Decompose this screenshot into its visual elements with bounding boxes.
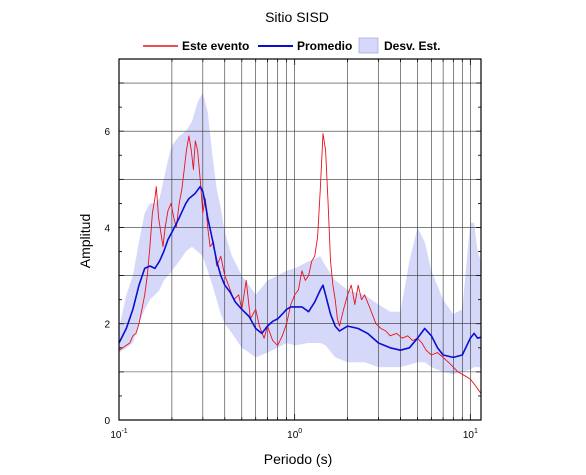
legend-label-promedio: Promedio	[297, 39, 352, 53]
y-axis: 0 2 4 6	[104, 82, 481, 427]
x-axis-label: Periodo (s)	[264, 451, 332, 467]
x-tick-label: 100	[287, 428, 302, 441]
legend: Este evento Promedio Desv. Est.	[143, 37, 440, 54]
x-tick-label: 101	[463, 428, 478, 441]
x-axis: 10-1 100 101	[110, 59, 478, 441]
series-line-promedio	[118, 185, 482, 359]
series-line-este-evento	[118, 133, 482, 394]
plot-frame	[118, 58, 482, 421]
y-tick-label: 6	[104, 127, 110, 138]
y-axis-label: Amplitud	[77, 214, 93, 268]
std-dev-band	[119, 92, 481, 375]
y-tick-label: 0	[104, 416, 110, 427]
legend-swatch-desv-est	[358, 37, 379, 54]
chart-title: Sitio SISD	[265, 9, 329, 25]
y-tick-label: 2	[104, 320, 110, 331]
x-tick-label: 10-1	[110, 428, 127, 441]
y-tick-label: 4	[104, 223, 110, 234]
grid	[119, 59, 481, 420]
legend-label-este-evento: Este evento	[182, 39, 249, 53]
legend-label-desv-est: Desv. Est.	[384, 39, 440, 53]
